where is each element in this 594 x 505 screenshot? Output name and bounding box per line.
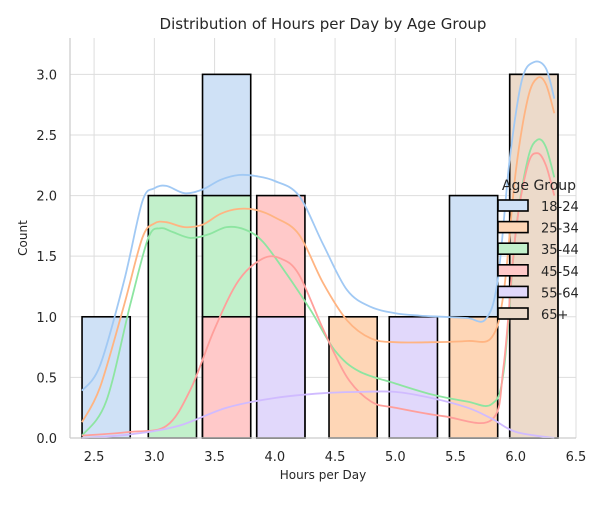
legend-label-18-24: 18-24 <box>541 200 579 215</box>
x-tick-label: 3.5 <box>204 450 225 465</box>
x-tick-label: 5.5 <box>445 450 466 465</box>
x-tick-label: 5.0 <box>385 450 406 465</box>
legend-swatch-55-64 <box>497 285 529 299</box>
axes <box>69 38 576 439</box>
legend-items: 18-24 25-34 35-44 45-54 55-64 65+ <box>497 199 579 323</box>
legend-swatch-25-34 <box>497 220 529 234</box>
legend-label-35-44: 35-44 <box>541 243 579 258</box>
y-tick-label: 3.0 <box>36 68 57 83</box>
tick-labels: 2.5 3.0 3.5 4.0 4.5 5.0 5.5 6.0 6.5 0.0 0.5 1.0 1.5 2… <box>36 68 586 465</box>
chart-title: Distribution of Hours per Day by Age Gro… <box>160 15 487 33</box>
x-axis-label: Hours per Day <box>280 468 366 482</box>
x-tick-label: 3.0 <box>144 450 165 465</box>
x-tick-label: 4.0 <box>264 450 285 465</box>
bar-35-44 <box>147 194 198 439</box>
legend-label-45-54: 45-54 <box>541 265 579 280</box>
legend-swatch-35-44 <box>497 242 529 255</box>
y-tick-label: 1.0 <box>36 311 57 326</box>
kde-curve-55-64 <box>81 390 555 439</box>
x-tick-label: 2.5 <box>84 450 105 465</box>
y-tick-label: 1.5 <box>36 250 57 265</box>
kde-curve-18-24 <box>81 60 556 392</box>
bar-55-64 <box>255 315 306 439</box>
x-tick-label: 4.5 <box>325 450 346 465</box>
x-tick-label: 6.0 <box>505 450 526 465</box>
y-tick-label: 2.5 <box>36 129 57 144</box>
bar-65plus <box>508 73 559 439</box>
legend: Age Group 18-24 25-34 35-44 45-54 55-64 65+ <box>497 178 579 323</box>
kde-curve-25-34 <box>81 76 556 423</box>
y-tick-label: 0.5 <box>36 371 57 386</box>
y-axis-label: Count <box>16 220 30 256</box>
bar-25-34 <box>328 315 379 439</box>
bar-45-54 <box>201 315 252 439</box>
histogram-bars <box>81 73 559 439</box>
bar-55-64 <box>388 315 439 439</box>
legend-title: Age Group <box>502 178 576 194</box>
y-tick-label: 2.0 <box>36 190 57 205</box>
legend-label-65plus: 65+ <box>541 308 568 323</box>
x-tick-label: 6.5 <box>566 450 587 465</box>
grid <box>70 38 577 439</box>
legend-label-25-34: 25-34 <box>541 222 579 237</box>
legend-swatch-65plus <box>497 307 529 320</box>
legend-swatch-18-24 <box>497 199 529 212</box>
legend-label-55-64: 55-64 <box>541 286 579 301</box>
y-tick-label: 0.0 <box>36 432 57 447</box>
kde-curve-45-54 <box>81 152 556 437</box>
legend-swatch-45-54 <box>497 263 529 277</box>
